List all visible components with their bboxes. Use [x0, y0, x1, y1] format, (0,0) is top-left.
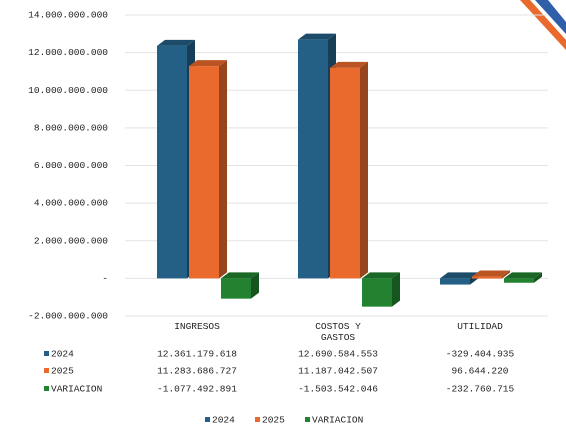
data-label: -1.077.492.891 [157, 384, 237, 395]
bar-top [157, 39, 195, 46]
data-label: 12.361.179.618 [157, 349, 237, 360]
bar-top [189, 60, 227, 67]
data-label: 11.187.042.507 [298, 366, 378, 377]
legend-label: VARIACION [312, 415, 363, 426]
bar-side [219, 60, 227, 279]
x-tick-label: INGRESOS [174, 321, 220, 332]
bar-top [298, 33, 336, 40]
y-tick-label: -2.000.000.000 [28, 311, 108, 322]
bar [472, 276, 502, 279]
legend-swatch [44, 386, 49, 391]
legend-swatch [205, 417, 210, 422]
y-tick-label: 10.000.000.000 [28, 85, 108, 96]
legend-label: 2025 [262, 415, 285, 426]
bar-side [392, 272, 400, 307]
legend-swatch [44, 351, 49, 356]
bar-top [330, 61, 368, 68]
legend-swatch [255, 417, 260, 422]
data-label: -329.404.935 [446, 349, 515, 360]
y-tick-label: 14.000.000.000 [28, 10, 108, 21]
bar [440, 278, 470, 285]
y-tick-label: 8.000.000.000 [34, 122, 108, 133]
data-label: 96.644.220 [451, 366, 508, 377]
decoration [535, 0, 566, 34]
y-tick-label: 2.000.000.000 [34, 235, 108, 246]
bar [189, 66, 219, 279]
table-series-name: 2025 [51, 366, 74, 377]
bar-top [362, 272, 400, 279]
bar [504, 278, 534, 283]
bar-top [472, 270, 510, 277]
data-label: -1.503.542.046 [298, 384, 378, 395]
data-label: 12.690.584.553 [298, 349, 378, 360]
bar [221, 278, 251, 299]
y-tick-label: 4.000.000.000 [34, 198, 108, 209]
bar-top [440, 272, 478, 279]
legend-label: 2024 [212, 415, 235, 426]
table-series-name: 2024 [51, 349, 74, 360]
y-tick-label: 6.000.000.000 [34, 160, 108, 171]
bar-side [360, 61, 368, 279]
legend-swatch [305, 417, 310, 422]
y-tick-label: - [102, 273, 108, 284]
bar [157, 45, 187, 279]
x-tick-label: COSTOS Y GASTOS [315, 321, 361, 343]
bar-side [534, 272, 542, 283]
bar-top [221, 272, 259, 279]
bar-side [251, 272, 259, 299]
bar-top [504, 272, 542, 279]
bar [298, 39, 328, 279]
table-series-name: VARIACION [51, 384, 102, 395]
bar [362, 278, 392, 307]
decoration [520, 0, 566, 50]
y-tick-label: 12.000.000.000 [28, 47, 108, 58]
x-tick-label: UTILIDAD [457, 321, 503, 332]
bar-side [502, 270, 510, 279]
data-label: 11.283.686.727 [157, 366, 237, 377]
legend-swatch [44, 368, 49, 373]
bar [330, 67, 360, 279]
data-label: -232.760.715 [446, 384, 515, 395]
